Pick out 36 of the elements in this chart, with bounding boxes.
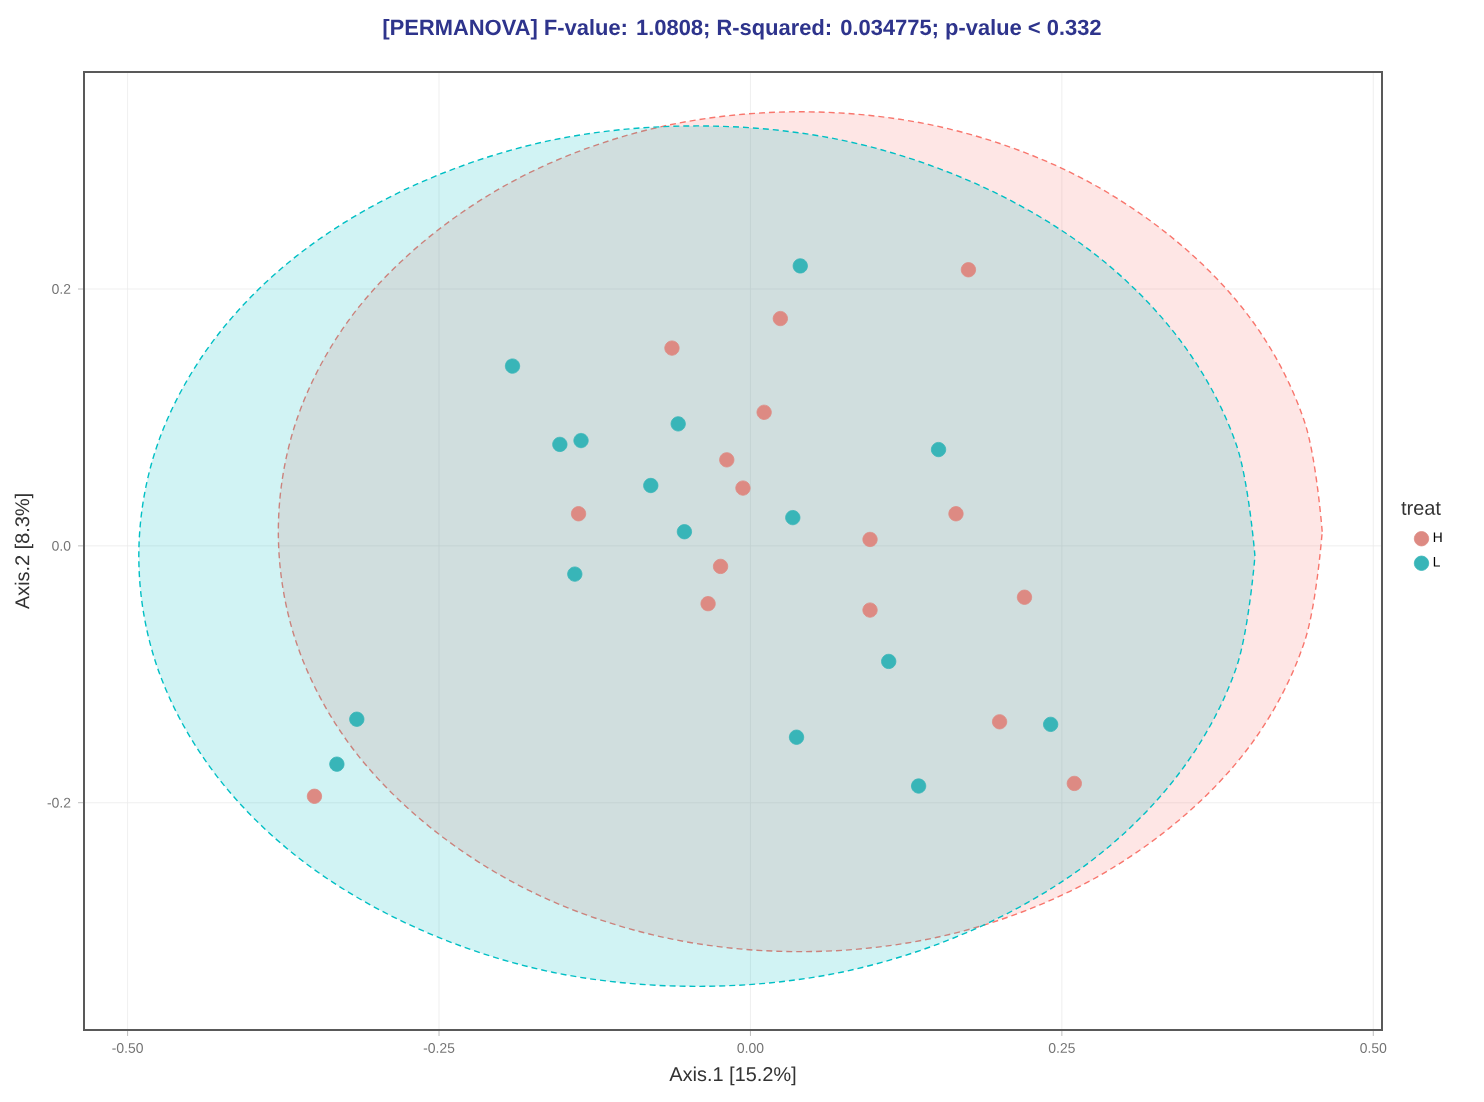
point <box>735 480 751 496</box>
point <box>329 756 345 772</box>
point <box>785 510 801 526</box>
point <box>676 524 692 540</box>
point <box>567 566 583 582</box>
point <box>911 778 927 794</box>
point <box>570 506 587 522</box>
point <box>670 416 686 432</box>
point <box>960 262 977 278</box>
point <box>772 310 788 327</box>
point <box>719 452 735 468</box>
point <box>788 729 805 745</box>
point <box>1043 716 1059 732</box>
y-axis-title: Axis.2 [8.3%] <box>14 494 34 610</box>
point <box>573 432 589 449</box>
point <box>349 711 365 727</box>
point <box>862 602 878 618</box>
point <box>643 477 659 494</box>
point <box>664 340 680 356</box>
point <box>881 653 897 670</box>
x-axis-title: Axis.1 [15.2%] <box>669 1066 796 1086</box>
point <box>756 404 772 420</box>
point <box>930 441 947 458</box>
point <box>700 596 716 612</box>
point <box>948 506 964 522</box>
point <box>504 358 521 374</box>
point <box>1066 775 1082 792</box>
point <box>712 558 729 574</box>
point <box>306 788 323 804</box>
point <box>792 258 808 274</box>
legend-title: treat <box>1401 501 1441 515</box>
point <box>1016 589 1033 605</box>
chart-title: [PERMANOVA] F-value: 1.0808; R-squared: 0.034775; p-value < 0.332 <box>383 19 1101 40</box>
point <box>862 531 878 548</box>
point <box>552 436 568 452</box>
point <box>992 714 1008 730</box>
